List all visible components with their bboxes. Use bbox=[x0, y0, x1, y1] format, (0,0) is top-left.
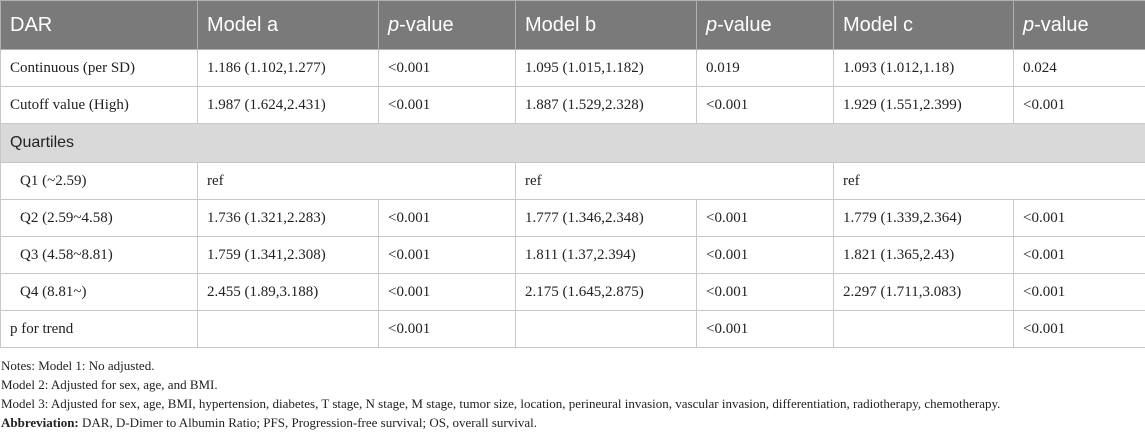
row-label: Cutoff value (High) bbox=[0, 86, 198, 124]
header-p-rest: -value bbox=[1034, 13, 1089, 36]
header-model-a: Model a bbox=[197, 0, 379, 50]
table-row-q2: Q2 (2.59~4.58) 1.736 (1.321,2.283) <0.00… bbox=[0, 199, 1145, 237]
results-table: DAR Model a p-value Model b p-value Mode… bbox=[0, 0, 1145, 348]
note-line-3: Model 3: Adjusted for sex, age, BMI, hyp… bbox=[1, 396, 1001, 411]
cell-p-b: <0.001 bbox=[696, 86, 834, 124]
cell-model-b: 1.811 (1.37,2.394) bbox=[515, 236, 697, 274]
cell-p-c: <0.001 bbox=[1013, 310, 1145, 348]
cell-p-a: <0.001 bbox=[378, 310, 516, 348]
cell-model-a: 1.186 (1.102,1.277) bbox=[197, 49, 379, 87]
cell-model-c-ref: ref bbox=[833, 162, 1145, 200]
section-label: Quartiles bbox=[0, 123, 1145, 163]
cell-model-b: 1.095 (1.015,1.182) bbox=[515, 49, 697, 87]
cell-p-c: <0.001 bbox=[1013, 199, 1145, 237]
cell-p-a: <0.001 bbox=[378, 86, 516, 124]
cell-p-b: <0.001 bbox=[696, 273, 834, 311]
cell-model-b: 1.887 (1.529,2.328) bbox=[515, 86, 697, 124]
header-p-value-c: p-value bbox=[1013, 0, 1145, 50]
header-p-italic: p bbox=[1023, 13, 1035, 36]
cell-model-a-ref: ref bbox=[197, 162, 516, 200]
header-p-value-b: p-value bbox=[696, 0, 834, 50]
row-label: Q3 (4.58~8.81) bbox=[0, 236, 198, 274]
cell-p-a: <0.001 bbox=[378, 49, 516, 87]
table-row-q3: Q3 (4.58~8.81) 1.759 (1.341,2.308) <0.00… bbox=[0, 236, 1145, 274]
header-p-rest: -value bbox=[399, 13, 454, 36]
cell-p-b: 0.019 bbox=[696, 49, 834, 87]
row-label: p for trend bbox=[0, 310, 198, 348]
cell-p-a: <0.001 bbox=[378, 199, 516, 237]
row-label: Continuous (per SD) bbox=[0, 49, 198, 87]
note-line-1: Notes: Model 1: No adjusted. bbox=[1, 358, 155, 373]
table-row-trend: p for trend <0.001 <0.001 <0.001 bbox=[0, 310, 1145, 348]
section-row-quartiles: Quartiles bbox=[0, 123, 1145, 163]
cell-p-b: <0.001 bbox=[696, 236, 834, 274]
row-label: Q4 (8.81~) bbox=[0, 273, 198, 311]
cell-p-c: <0.001 bbox=[1013, 273, 1145, 311]
header-p-italic: p bbox=[388, 13, 400, 36]
cell-model-c: 1.779 (1.339,2.364) bbox=[833, 199, 1014, 237]
cell-p-a: <0.001 bbox=[378, 236, 516, 274]
abbreviation-text: DAR, D-Dimer to Albumin Ratio; PFS, Prog… bbox=[78, 415, 537, 430]
cell-p-a: <0.001 bbox=[378, 273, 516, 311]
cell-model-a: 1.987 (1.624,2.431) bbox=[197, 86, 379, 124]
cell-model-c: 1.821 (1.365,2.43) bbox=[833, 236, 1014, 274]
header-p-rest: -value bbox=[717, 13, 772, 36]
header-dar: DAR bbox=[0, 0, 198, 50]
cell-model-c: 2.297 (1.711,3.083) bbox=[833, 273, 1014, 311]
abbreviation-label: Abbreviation: bbox=[1, 415, 79, 430]
note-line-2: Model 2: Adjusted for sex, age, and BMI. bbox=[1, 377, 218, 392]
cell-model-a: 1.759 (1.341,2.308) bbox=[197, 236, 379, 274]
table-row-cutoff: Cutoff value (High) 1.987 (1.624,2.431) … bbox=[0, 86, 1145, 124]
table-notes: Notes: Model 1: No adjusted. Model 2: Ad… bbox=[0, 356, 1145, 432]
cell-model-b bbox=[515, 310, 697, 348]
cell-model-c: 1.093 (1.012,1.18) bbox=[833, 49, 1014, 87]
table-row-q4: Q4 (8.81~) 2.455 (1.89,3.188) <0.001 2.1… bbox=[0, 273, 1145, 311]
cell-model-b: 1.777 (1.346,2.348) bbox=[515, 199, 697, 237]
header-p-italic: p bbox=[706, 13, 718, 36]
cell-p-b: <0.001 bbox=[696, 310, 834, 348]
cell-p-c: <0.001 bbox=[1013, 236, 1145, 274]
row-label: Q1 (~2.59) bbox=[0, 162, 198, 200]
cell-model-c bbox=[833, 310, 1014, 348]
header-model-b: Model b bbox=[515, 0, 697, 50]
cell-p-c: 0.024 bbox=[1013, 49, 1145, 87]
cell-model-c: 1.929 (1.551,2.399) bbox=[833, 86, 1014, 124]
header-p-value-a: p-value bbox=[378, 0, 516, 50]
note-abbreviation: Abbreviation: DAR, D-Dimer to Albumin Ra… bbox=[1, 413, 1145, 432]
header-row: DAR Model a p-value Model b p-value Mode… bbox=[0, 0, 1145, 50]
cell-model-b-ref: ref bbox=[515, 162, 834, 200]
cell-p-c: <0.001 bbox=[1013, 86, 1145, 124]
cell-model-b: 2.175 (1.645,2.875) bbox=[515, 273, 697, 311]
table-row-q1: Q1 (~2.59) ref ref ref bbox=[0, 162, 1145, 200]
row-label: Q2 (2.59~4.58) bbox=[0, 199, 198, 237]
cell-model-a: 1.736 (1.321,2.283) bbox=[197, 199, 379, 237]
cell-model-a: 2.455 (1.89,3.188) bbox=[197, 273, 379, 311]
header-model-c: Model c bbox=[833, 0, 1014, 50]
cell-model-a bbox=[197, 310, 379, 348]
table-row-continuous: Continuous (per SD) 1.186 (1.102,1.277) … bbox=[0, 49, 1145, 87]
cell-p-b: <0.001 bbox=[696, 199, 834, 237]
